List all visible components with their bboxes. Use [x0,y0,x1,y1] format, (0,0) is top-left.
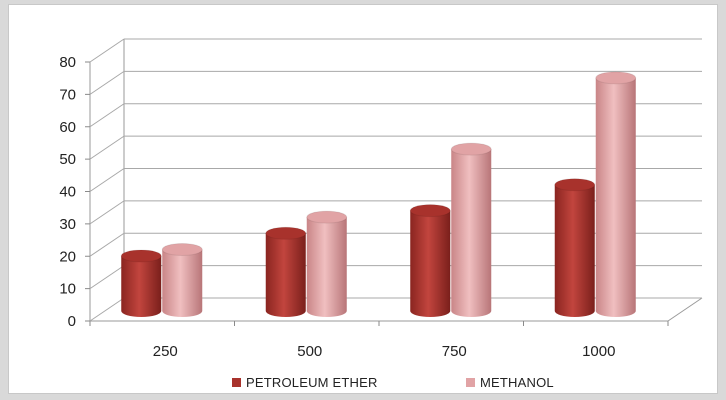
x-tick-label: 250 [153,343,178,360]
y-tick-label: 60 [59,119,76,136]
bar-methanol-500 [306,210,348,317]
bar-petroleum-ether-750 [409,204,451,317]
y-tick-label: 50 [59,151,76,168]
legend-swatch [466,378,475,387]
legend-swatch [232,378,241,387]
y-tick-label: 0 [68,313,76,330]
gridline [85,38,702,63]
y-tick-label: 20 [59,248,76,265]
y-tick-label: 70 [59,86,76,103]
x-tick-label: 500 [297,343,322,360]
bar-petroleum-ether-1000 [554,178,596,317]
legend-item-petroleum-ether: PETROLEUM ETHER [232,375,378,390]
bar-petroleum-ether-250 [120,249,162,317]
y-tick-label: 30 [59,216,76,233]
legend: PETROLEUM ETHER METHANOL [232,375,554,390]
x-tick-label: 1000 [582,343,615,360]
bars [120,71,637,318]
legend-item-methanol: METHANOL [466,375,554,390]
x-axis-ticks: 250 500 750 1000 [89,321,669,360]
y-tick-label: 40 [59,184,76,201]
x-tick-label: 750 [442,343,467,360]
bar-petroleum-ether-500 [265,226,307,317]
bar-methanol-750 [450,142,492,317]
floor-right-edge [667,297,703,322]
bar-methanol-250 [161,242,203,317]
legend-label: METHANOL [480,375,554,390]
gridline [85,70,702,95]
y-tick-label: 10 [59,281,76,298]
legend-label: PETROLEUM ETHER [246,375,378,390]
bar-methanol-1000 [595,71,637,318]
y-axis-ticks: 0 10 20 30 40 50 60 70 80 [59,54,76,330]
y-tick-label: 80 [59,54,76,71]
